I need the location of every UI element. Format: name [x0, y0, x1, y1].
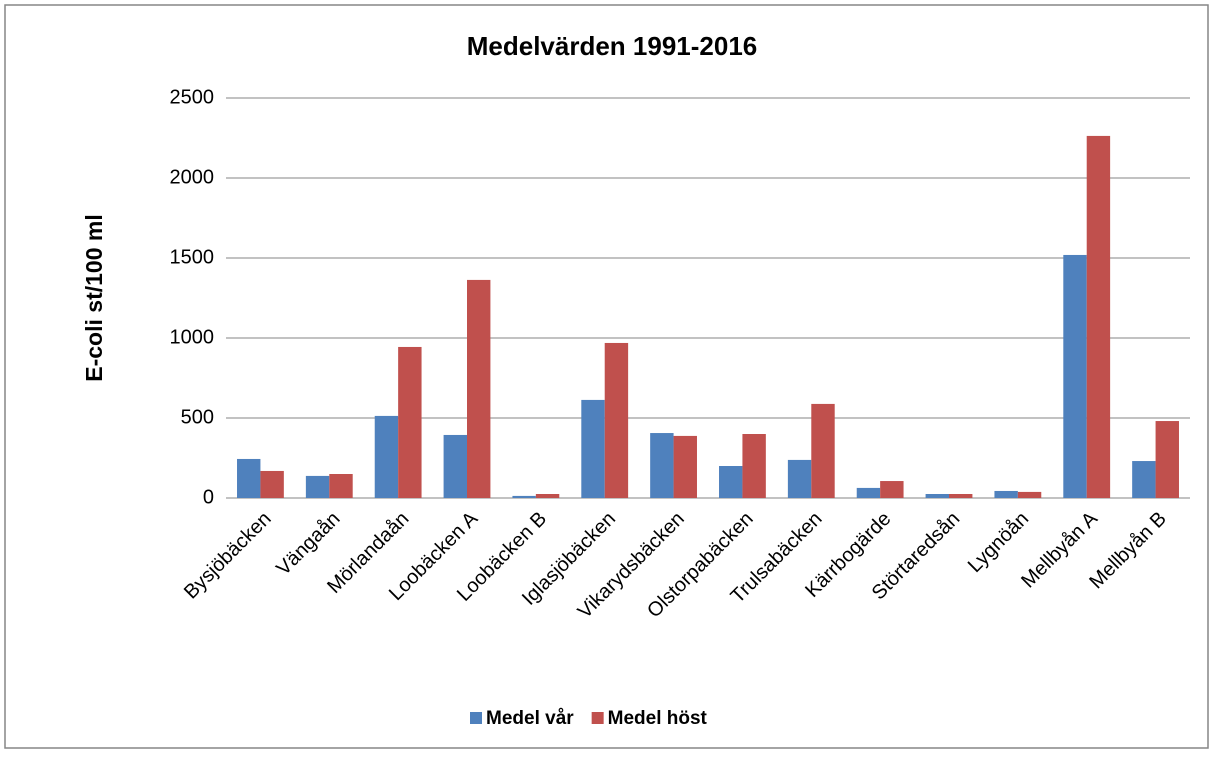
- y-tick-label: 500: [181, 406, 214, 428]
- bar: [787, 459, 812, 498]
- bar: [719, 466, 743, 498]
- bar: [237, 458, 261, 498]
- bar: [1155, 421, 1179, 498]
- bar: [856, 487, 881, 498]
- chart-title: Medelvärden 1991-2016: [467, 31, 758, 61]
- bar: [329, 474, 353, 498]
- bar: [949, 494, 973, 498]
- bar: [604, 342, 629, 498]
- legend-label: Medel vår: [486, 708, 574, 729]
- bar: [925, 494, 949, 498]
- bar: [1063, 254, 1087, 498]
- bar: [994, 490, 1018, 498]
- legend-swatch: [470, 712, 482, 724]
- bar: [650, 433, 674, 498]
- bar: [535, 494, 560, 498]
- legend-swatch: [591, 712, 604, 724]
- bar: [1017, 491, 1042, 498]
- bar: [512, 495, 536, 498]
- y-axis-title: E-coli st/100 ml: [81, 214, 107, 381]
- bar: [398, 346, 422, 498]
- bar: [1132, 461, 1156, 498]
- bar: [374, 415, 399, 498]
- bar: [305, 475, 330, 498]
- bar: [673, 435, 697, 498]
- bar: [811, 403, 835, 498]
- y-tick-label: 1500: [170, 246, 215, 268]
- bar: [880, 481, 904, 498]
- bar: [742, 434, 766, 498]
- bar: [467, 279, 491, 498]
- bar: [581, 399, 605, 498]
- y-tick-label: 2000: [170, 166, 215, 188]
- bar: [1086, 135, 1111, 499]
- bar: [260, 470, 284, 498]
- y-tick-label: 1000: [170, 326, 215, 348]
- y-tick-label: 2500: [170, 86, 215, 108]
- y-tick-label: 0: [203, 486, 214, 508]
- legend-label: Medel höst: [608, 708, 708, 729]
- bar: [443, 434, 467, 498]
